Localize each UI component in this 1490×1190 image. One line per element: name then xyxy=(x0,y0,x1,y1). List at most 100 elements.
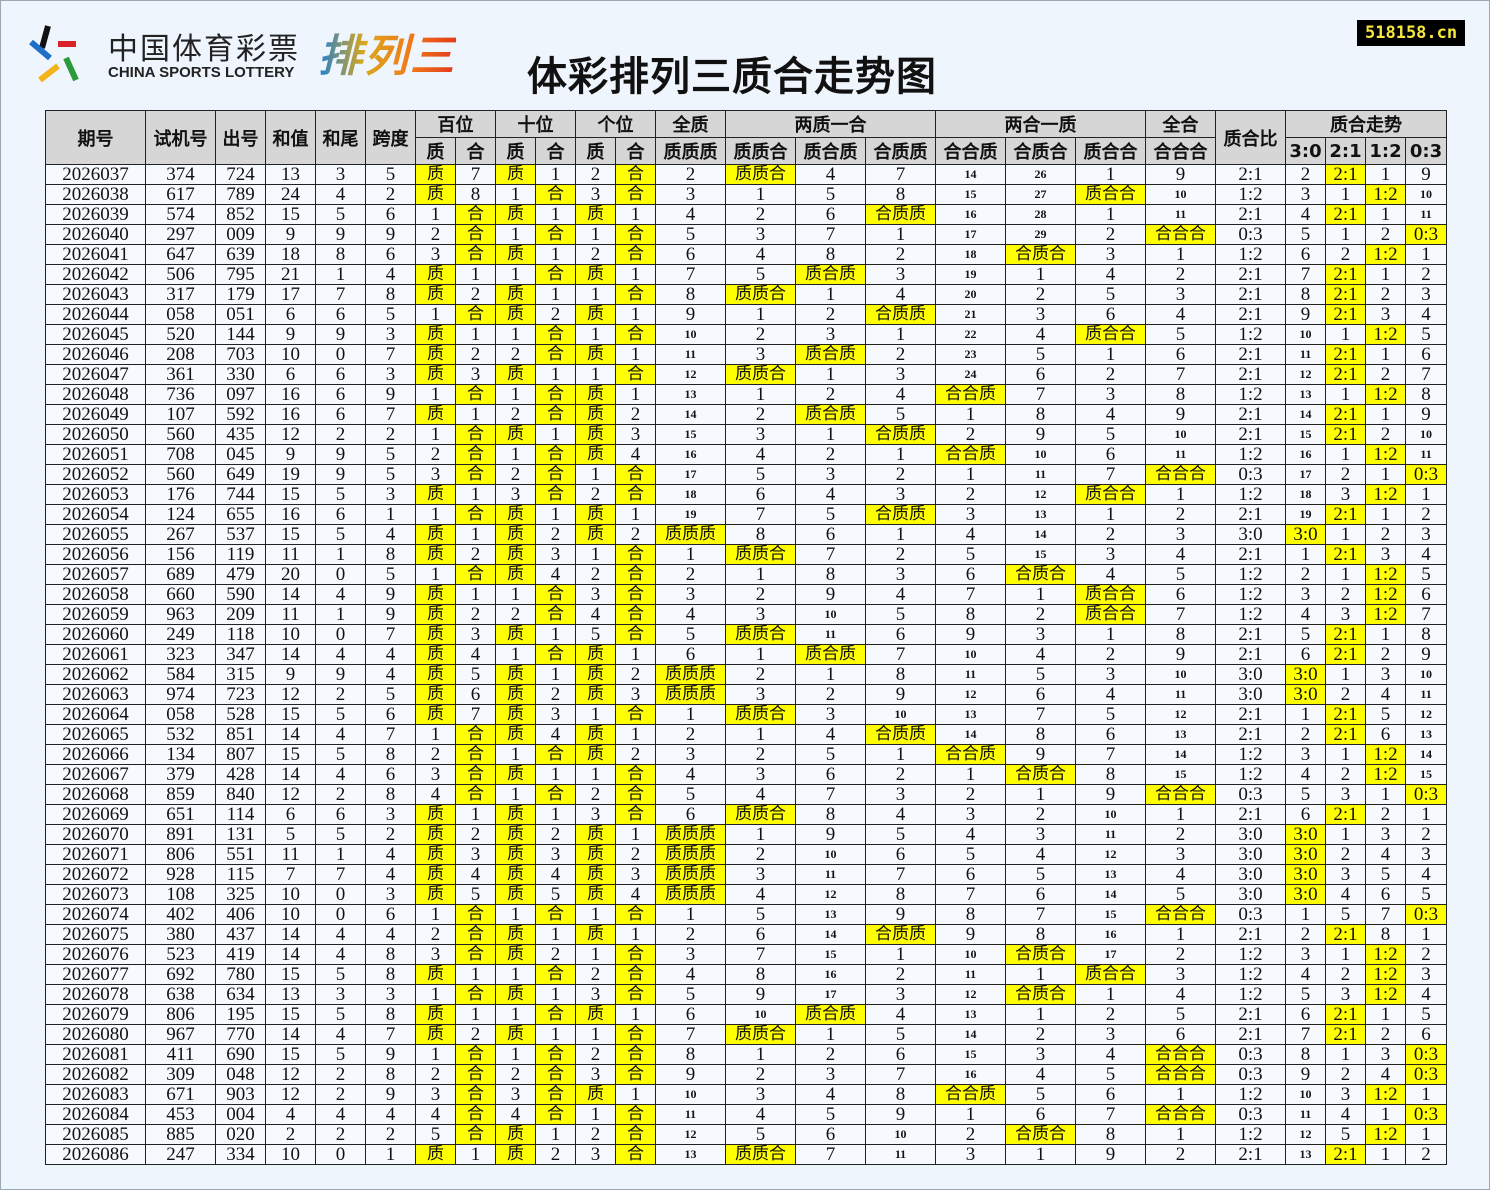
issue-cell: 2026063 xyxy=(45,684,146,705)
data-cell: 1 xyxy=(1145,1084,1217,1105)
data-cell: 806 xyxy=(145,844,216,865)
data-cell: 4 xyxy=(935,524,1007,545)
data-cell: 0 xyxy=(315,884,366,905)
data-cell: 3 xyxy=(1145,964,1217,985)
data-cell: 974 xyxy=(145,684,216,705)
data-cell: 质质质 xyxy=(655,844,726,865)
data-cell: 523 xyxy=(145,944,216,965)
data-cell: 2:1 xyxy=(1325,624,1367,645)
data-cell: 1 xyxy=(655,704,726,725)
data-cell: 1 xyxy=(315,544,366,565)
issue-cell: 2026054 xyxy=(45,504,146,525)
data-cell: 合 xyxy=(455,564,496,585)
issue-cell: 2026042 xyxy=(45,264,146,285)
data-cell: 208 xyxy=(145,344,216,365)
data-cell: 质 xyxy=(495,844,536,865)
data-cell: 11 xyxy=(655,1104,726,1125)
subheader-cell: 合 xyxy=(615,137,656,165)
data-cell: 1 xyxy=(575,284,616,305)
header-ratio-trend: 质合走势 xyxy=(1285,110,1448,138)
data-cell: 合 xyxy=(615,364,656,385)
issue-cell: 2026038 xyxy=(45,184,146,205)
subheader-cell: 质合质 xyxy=(795,137,866,165)
data-cell: 5 xyxy=(315,704,366,725)
issue-cell: 2026059 xyxy=(45,604,146,625)
data-cell: 1 xyxy=(1145,244,1217,265)
data-cell: 6 xyxy=(1365,724,1407,745)
data-cell: 2 xyxy=(1325,964,1367,985)
data-cell: 质 xyxy=(575,524,616,545)
data-cell: 4 xyxy=(1075,404,1147,425)
data-cell: 6 xyxy=(1285,1004,1327,1025)
data-cell: 2 xyxy=(1365,804,1407,825)
data-cell: 质 xyxy=(415,684,456,705)
data-cell: 1 xyxy=(575,764,616,785)
data-cell: 2 xyxy=(1365,1024,1407,1045)
data-cell: 1 xyxy=(575,944,616,965)
data-cell: 6 xyxy=(864,1044,937,1065)
data-cell: 5 xyxy=(1145,884,1217,905)
issue-cell: 2026074 xyxy=(45,904,146,925)
data-cell: 2 xyxy=(795,684,866,705)
data-cell: 17 xyxy=(795,984,866,1005)
data-cell: 045 xyxy=(215,444,266,465)
data-cell: 2 xyxy=(575,1044,616,1065)
data-cell: 3:0 xyxy=(1215,884,1287,905)
data-cell: 11 xyxy=(1405,684,1448,705)
data-cell: 634 xyxy=(215,984,266,1005)
data-cell: 3 xyxy=(365,804,416,825)
data-cell: 15 xyxy=(1285,424,1327,445)
data-cell: 2 xyxy=(1285,164,1327,185)
data-cell: 1:2 xyxy=(1365,984,1407,1005)
data-cell: 4 xyxy=(795,724,866,745)
data-cell: 22 xyxy=(935,324,1007,345)
data-cell: 13 xyxy=(1145,724,1217,745)
data-cell: 6 xyxy=(315,504,366,525)
site-badge[interactable]: 518158.cn xyxy=(1357,20,1466,46)
data-cell: 584 xyxy=(145,664,216,685)
data-cell: 2 xyxy=(1005,604,1077,625)
data-cell: 0:3 xyxy=(1405,1104,1448,1125)
data-cell: 2:1 xyxy=(1215,1144,1287,1165)
data-cell: 7 xyxy=(1075,1104,1147,1125)
data-cell: 9 xyxy=(315,324,366,345)
data-cell: 3 xyxy=(1005,624,1077,645)
data-cell: 7 xyxy=(315,284,366,305)
header-sum: 和值 xyxy=(265,110,316,165)
data-cell: 4 xyxy=(315,184,366,205)
data-cell: 质 xyxy=(575,1004,616,1025)
data-cell: 9 xyxy=(1145,404,1217,425)
data-cell: 14 xyxy=(1405,744,1448,765)
data-cell: 合 xyxy=(455,904,496,925)
data-cell: 合 xyxy=(535,1004,576,1025)
data-cell: 11 xyxy=(935,964,1007,985)
data-cell: 13 xyxy=(1285,1144,1327,1165)
data-cell: 3 xyxy=(415,944,456,965)
data-cell: 合 xyxy=(455,244,496,265)
data-cell: 1 xyxy=(535,364,576,385)
data-cell: 合 xyxy=(615,284,656,305)
data-cell: 7 xyxy=(315,864,366,885)
data-cell: 4 xyxy=(365,524,416,545)
data-cell: 1 xyxy=(935,404,1007,425)
data-cell: 1 xyxy=(575,1024,616,1045)
data-cell: 4 xyxy=(795,1084,866,1105)
data-cell: 2 xyxy=(535,944,576,965)
data-cell: 0 xyxy=(315,904,366,925)
data-cell: 质 xyxy=(495,824,536,845)
logo-english-name: CHINA SPORTS LOTTERY xyxy=(108,64,295,81)
data-cell: 12 xyxy=(1285,1124,1327,1145)
table-row: 2026081 411 690 15 5 9 1 合 1 合 2 合 8 1 2 6 15 3 4 合合合 0:3 8 1 3… xyxy=(45,1044,1448,1065)
data-cell: 合 xyxy=(615,484,656,505)
data-cell: 7 xyxy=(1405,364,1448,385)
data-cell: 13 xyxy=(265,984,316,1005)
data-cell: 14 xyxy=(1285,404,1327,425)
data-cell: 6 xyxy=(315,364,366,385)
data-cell: 11 xyxy=(655,344,726,365)
data-cell: 0:3 xyxy=(1405,784,1448,805)
data-cell: 1 xyxy=(1075,624,1147,645)
data-cell: 18 xyxy=(935,244,1007,265)
data-cell: 5 xyxy=(725,264,796,285)
data-cell: 4 xyxy=(315,1104,366,1125)
data-cell: 1 xyxy=(1325,744,1367,765)
